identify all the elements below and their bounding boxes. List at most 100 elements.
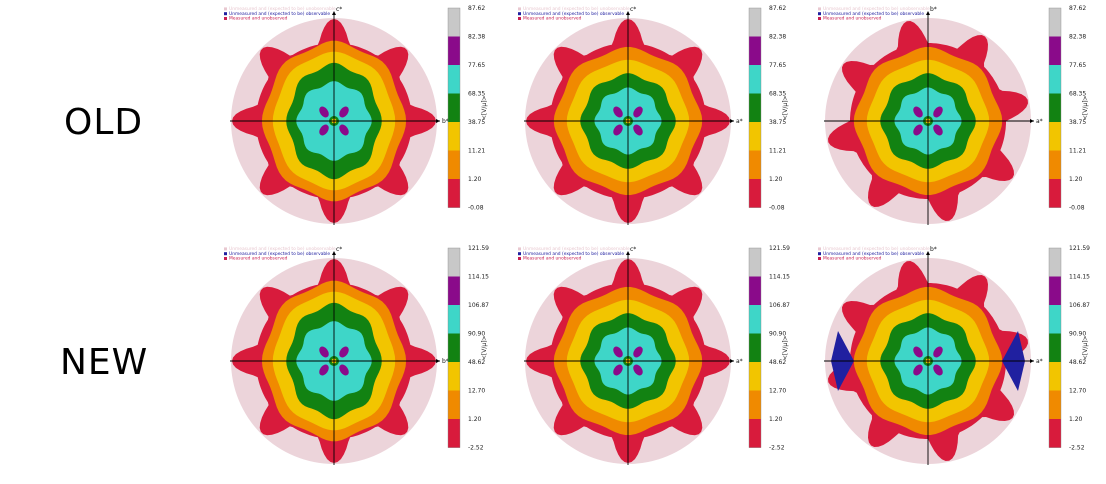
colorbar-band bbox=[1049, 305, 1061, 334]
purple-lobe bbox=[933, 346, 943, 358]
colorbar-band bbox=[1049, 362, 1061, 391]
legend-label: Measured and unobserved bbox=[229, 16, 288, 22]
purple-lobe bbox=[319, 346, 329, 358]
purple-lobe bbox=[633, 124, 643, 136]
polar-map-5: a* c*Unmeasured and (expected to be) unob… bbox=[518, 245, 790, 465]
colorbar-band bbox=[1049, 333, 1061, 363]
purple-lobe bbox=[913, 346, 923, 358]
y-axis-label: b* bbox=[930, 6, 937, 13]
colorbar-tick: 90.90 bbox=[1069, 331, 1086, 338]
purple-lobe bbox=[933, 124, 943, 136]
legend-swatch bbox=[224, 252, 227, 256]
legend-label: Unmeasured and (expected to be) unobserv… bbox=[523, 6, 630, 12]
legend-swatch bbox=[818, 247, 821, 251]
purple-lobe bbox=[613, 364, 623, 376]
y-axis-label: c* bbox=[630, 246, 636, 253]
colorbar-tick: 68.35 bbox=[1069, 91, 1086, 98]
colorbar-tick: -0.08 bbox=[769, 205, 785, 212]
purple-lobe bbox=[913, 364, 923, 376]
legend-swatch bbox=[224, 17, 227, 20]
colorbar-band bbox=[749, 276, 761, 306]
colorbar-tick: 11.21 bbox=[468, 148, 485, 155]
purple-lobe bbox=[339, 124, 349, 136]
legend-swatch bbox=[818, 257, 821, 260]
colorbar-tick: 114.15 bbox=[468, 274, 489, 281]
colorbar-band bbox=[448, 248, 460, 277]
colorbar-tick: 77.65 bbox=[1069, 62, 1086, 69]
colorbar-tick: 1.20 bbox=[769, 176, 783, 183]
y-axis-label: c* bbox=[336, 6, 342, 13]
colorbar-band bbox=[448, 65, 460, 94]
polar-map-1: b* c*Unmeasured and (expected to be) unob… bbox=[224, 5, 488, 225]
colorbar-tick: 48.62 bbox=[1069, 359, 1086, 366]
legend-label: Unmeasured and (expected to be) unobserv… bbox=[523, 246, 630, 252]
y-axis-label: c* bbox=[336, 246, 342, 253]
colorbar-band bbox=[749, 122, 761, 151]
colorbar-band bbox=[1049, 390, 1061, 420]
legend-swatch bbox=[518, 17, 521, 20]
x-axis-label: a* bbox=[736, 118, 743, 125]
legend-swatch bbox=[818, 17, 821, 20]
colorbar-band bbox=[1049, 122, 1061, 151]
colorbar-tick: 38.75 bbox=[1069, 119, 1086, 126]
colorbar-tick: -2.52 bbox=[769, 445, 785, 452]
colorbar-band bbox=[749, 305, 761, 334]
colorbar-frame bbox=[748, 247, 762, 448]
legend-label: Unmeasured and (expected to be) unobserv… bbox=[823, 246, 930, 252]
purple-lobe bbox=[339, 346, 349, 358]
purple-lobe bbox=[933, 364, 943, 376]
colorbar-band bbox=[749, 248, 761, 277]
colorbar-band bbox=[448, 390, 460, 420]
colorbar-tick: 121.59 bbox=[468, 245, 489, 252]
legend-swatch bbox=[224, 12, 227, 16]
colorbar-tick: 114.15 bbox=[1069, 274, 1090, 281]
colorbar-tick: 68.35 bbox=[769, 91, 786, 98]
colorbar-tick: 12.70 bbox=[468, 388, 485, 395]
colorbar-band bbox=[448, 305, 460, 334]
colorbar-tick: 77.65 bbox=[468, 62, 485, 69]
legend-swatch bbox=[818, 12, 821, 16]
colorbar-frame bbox=[1048, 7, 1062, 208]
purple-lobe bbox=[319, 106, 329, 118]
purple-lobe bbox=[633, 106, 643, 118]
colorbar-label: <[V/μ]> bbox=[1082, 95, 1089, 120]
legend-swatch bbox=[518, 247, 521, 251]
colorbar-band bbox=[448, 93, 460, 123]
legend-label: Unmeasured and (expected to be) observab… bbox=[229, 11, 330, 17]
legend-label: Measured and unobserved bbox=[823, 16, 882, 22]
purple-lobe bbox=[339, 364, 349, 376]
legend-swatch bbox=[818, 252, 821, 256]
colorbar-band bbox=[448, 333, 460, 363]
colorbar-tick: 87.62 bbox=[1069, 5, 1086, 12]
y-axis-arrow bbox=[626, 11, 630, 15]
colorbar-band bbox=[448, 419, 460, 448]
colorbar-tick: -0.08 bbox=[468, 205, 484, 212]
legend-label: Measured and unobserved bbox=[523, 16, 582, 22]
legend-swatch bbox=[224, 257, 227, 260]
colorbar-tick: 121.59 bbox=[769, 245, 790, 252]
colorbar-band bbox=[448, 8, 460, 37]
y-axis-label: c* bbox=[630, 6, 636, 13]
colorbar-band bbox=[749, 419, 761, 448]
purple-lobe bbox=[913, 124, 923, 136]
colorbar-tick: 12.70 bbox=[1069, 388, 1086, 395]
colorbar-band bbox=[749, 362, 761, 391]
colorbar-band bbox=[1049, 8, 1061, 37]
legend-swatch bbox=[518, 257, 521, 260]
y-axis-arrow bbox=[626, 251, 630, 255]
polar-map-6: a* b*Unmeasured and (expected to be) unob… bbox=[818, 245, 1090, 465]
purple-lobe bbox=[319, 124, 329, 136]
colorbar-band bbox=[749, 390, 761, 420]
colorbar-band bbox=[1049, 276, 1061, 306]
colorbar-tick: 38.75 bbox=[769, 119, 786, 126]
purple-lobe bbox=[933, 106, 943, 118]
x-axis-label: b* bbox=[442, 358, 449, 365]
colorbar-label: <[V/μ]> bbox=[782, 95, 789, 120]
colorbar-tick: 106.87 bbox=[1069, 302, 1090, 309]
legend-label: Unmeasured and (expected to be) observab… bbox=[823, 251, 924, 257]
colorbar-label: <[V/μ]> bbox=[481, 95, 488, 120]
row-label-new: NEW bbox=[60, 342, 149, 383]
colorbar-tick: 1.20 bbox=[468, 176, 482, 183]
colorbar-band bbox=[749, 36, 761, 66]
